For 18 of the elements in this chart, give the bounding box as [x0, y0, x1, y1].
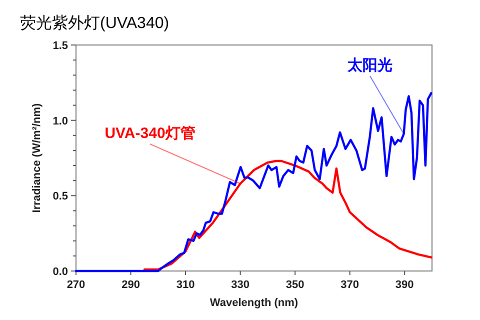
y-tick-label: 0.0 — [52, 266, 68, 278]
x-tick-label: 310 — [176, 279, 195, 291]
y-tick-label: 1.0 — [52, 115, 68, 128]
x-tick-label: 270 — [66, 279, 86, 291]
line-series — [74, 92, 432, 272]
text: UVA-340灯管 — [104, 125, 196, 142]
x-tick-label: 370 — [340, 279, 360, 291]
series-label: 太阳光 — [346, 57, 392, 74]
line-series — [143, 160, 433, 271]
x-tick-label: 290 — [122, 279, 140, 291]
y-tick-label: 0.5 — [52, 190, 68, 203]
x-tick-label: 330 — [231, 279, 250, 291]
y-axis-title: Irradiance (W/m²/nm) — [31, 102, 43, 213]
x-tick-label: 390 — [395, 279, 414, 291]
x-axis-title: Wavelength (nm) — [210, 297, 298, 309]
chart-title: 荧光紫外灯(UVA340) — [20, 14, 170, 32]
x-tick-label: 350 — [286, 279, 304, 291]
y-tick-label: 1.5 — [52, 40, 68, 52]
